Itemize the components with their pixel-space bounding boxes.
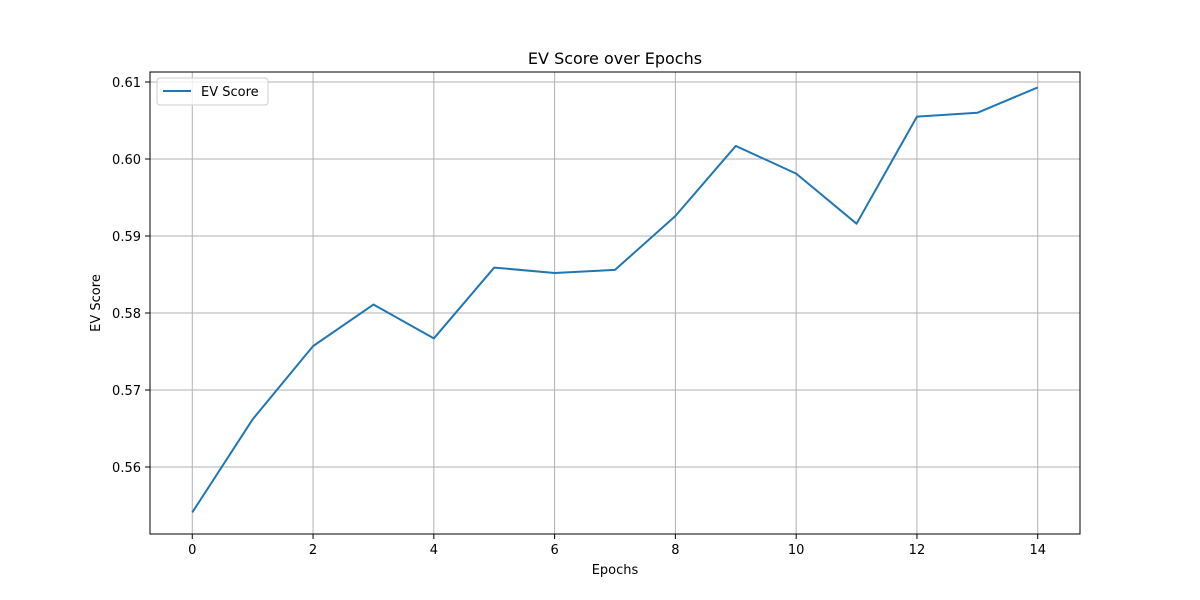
x-tick-label: 6: [550, 543, 558, 558]
legend-label: EV Score: [201, 85, 259, 100]
x-tick-label: 0: [188, 543, 196, 558]
x-tick-label: 14: [1029, 543, 1046, 558]
plot-area-frame: [149, 71, 1081, 535]
chart-title: EV Score over Epochs: [528, 49, 702, 68]
y-tick-label: 0.61: [112, 76, 141, 91]
x-axis-title: Epochs: [592, 563, 639, 578]
axis-ticks: 0 2 4 6 8 10 12 14 0.56 0.57 0.58 0.59 0.60 0.61: [112, 76, 1046, 558]
x-tick-label: 10: [788, 543, 805, 558]
legend: EV Score: [156, 77, 269, 106]
x-tick-label: 4: [430, 543, 438, 558]
series-layer: [191, 86, 1039, 513]
y-axis-title: EV Score: [89, 274, 104, 332]
y-tick-label: 0.58: [112, 307, 141, 322]
x-tick-label: 8: [671, 543, 679, 558]
y-tick-label: 0.57: [112, 384, 141, 399]
y-tick-label: 0.60: [112, 153, 141, 168]
grid: [150, 72, 1080, 534]
y-tick-label: 0.56: [112, 461, 141, 476]
legend-box: [156, 77, 269, 106]
y-tick-label: 0.59: [112, 230, 141, 245]
x-tick-label: 2: [309, 543, 317, 558]
x-tick-label: 12: [909, 543, 926, 558]
